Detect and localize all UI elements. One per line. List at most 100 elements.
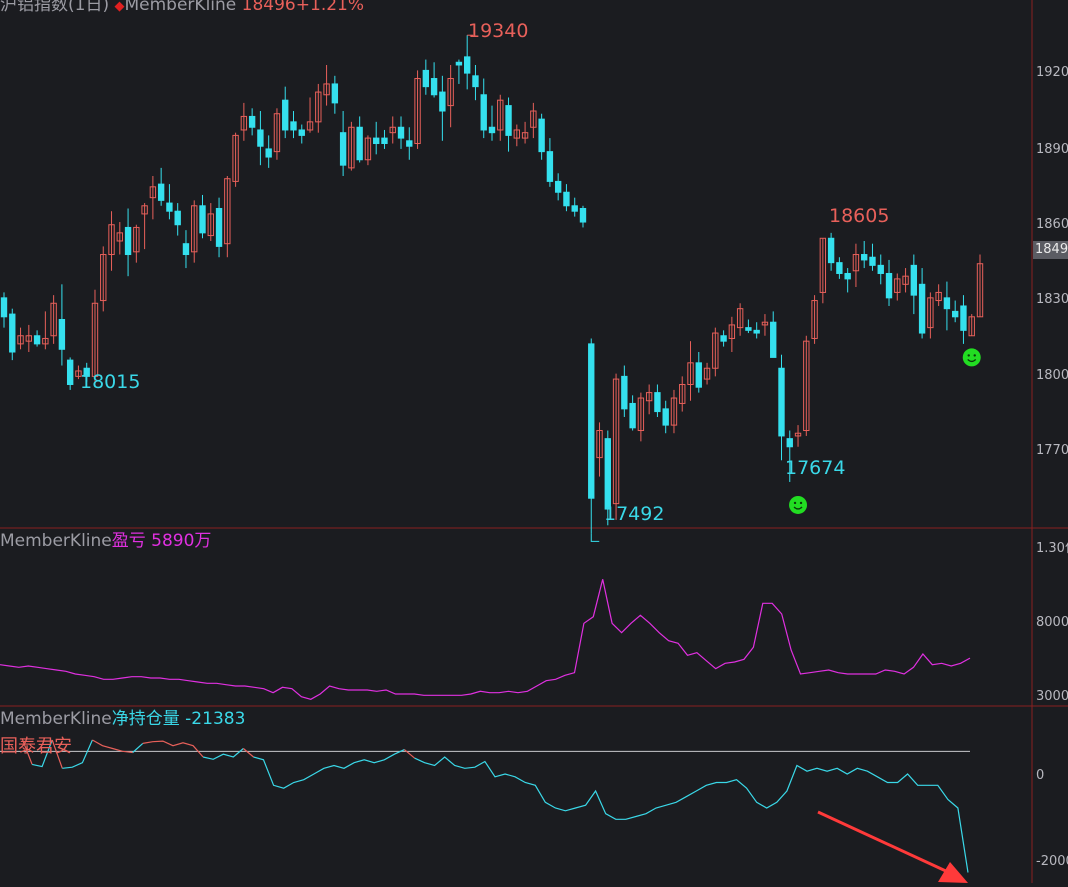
candle-body (521, 132, 529, 139)
smiley-icon (789, 495, 808, 514)
pnl-panel-header: MemberKline盈亏 5890万 (0, 531, 211, 551)
annotation-high-18605: 18605 (829, 205, 890, 227)
candle-body (373, 137, 380, 145)
candle-body (455, 61, 463, 66)
candle-body (463, 56, 471, 74)
smiley-mouth (967, 358, 977, 363)
annotation-low-17674: 17674 (785, 457, 846, 479)
candle-body (770, 321, 777, 358)
candle-body (579, 207, 587, 223)
candle-body (389, 126, 396, 134)
candle-body (298, 129, 305, 136)
candle-body (596, 430, 603, 459)
candle-body (976, 263, 984, 318)
candle-body (33, 335, 41, 345)
y-tick: 18300 (1036, 292, 1068, 307)
candle-body (695, 362, 702, 388)
candle-body (215, 207, 223, 247)
y-tick: -20000 (1036, 854, 1068, 869)
candle-body (248, 115, 256, 128)
net-position-line (202, 748, 244, 760)
smiley-eye (967, 354, 970, 357)
candle-body (50, 302, 57, 337)
candle-body (116, 232, 123, 242)
candle-body (894, 278, 901, 293)
candle-body (927, 297, 934, 329)
candle-body (951, 310, 959, 318)
candle-body (736, 308, 744, 329)
candle-body (918, 283, 926, 334)
candle-body (943, 297, 951, 310)
candle-body (852, 254, 860, 272)
diamond-icon: ◆ (114, 0, 125, 14)
candle-body (282, 99, 289, 131)
candle-body (381, 137, 388, 145)
smiley-eye (799, 501, 803, 505)
price-change: +1.21% (295, 0, 365, 15)
candle-body (811, 300, 818, 339)
y-tick: 18000 (1036, 368, 1068, 383)
candle-body (257, 129, 264, 147)
net-position-line (92, 739, 133, 754)
net-position-line (142, 740, 204, 758)
candle-body (75, 370, 82, 377)
candle-body (612, 378, 620, 505)
annotation-high-19340: 19340 (468, 20, 529, 42)
candle-body (703, 367, 711, 380)
candle-body (546, 151, 554, 182)
candle-body (621, 375, 628, 410)
candle-body (290, 121, 297, 131)
candle-body (968, 316, 975, 337)
candle-body (406, 140, 413, 147)
net-position-line (414, 756, 969, 873)
current-price-tag: 18496 (1033, 241, 1068, 259)
candle-body (414, 78, 421, 145)
candle-body (720, 335, 727, 342)
candle-body (935, 291, 942, 302)
y-tick: 1.30亿 (1036, 541, 1068, 556)
candle-body (199, 205, 206, 234)
candle-body (687, 362, 694, 385)
candle-body (331, 83, 339, 104)
candle-body (0, 297, 8, 318)
candle-body (397, 126, 405, 139)
candle-body (778, 367, 785, 437)
candle-body (166, 202, 173, 212)
netpos-panel-header: MemberKline净持仓量 -21383 (0, 709, 245, 729)
candle-body (902, 275, 909, 285)
candle-body (240, 115, 248, 131)
y-tick: 18900 (1036, 142, 1068, 157)
netpos-value: -21383 (185, 709, 246, 729)
candle-body (9, 313, 16, 353)
candle-body (563, 191, 570, 207)
smiley-eye (793, 501, 797, 505)
candle-body (91, 302, 99, 377)
main-chart-header: 沪铝指数(1日) ◆MemberKline 18496+1.21% (0, 0, 364, 17)
netpos-label: 净持仓量 (111, 709, 180, 729)
candle-body (662, 408, 669, 426)
netpos-indicator-name: MemberKline (0, 709, 112, 729)
candle-body (530, 110, 537, 128)
candle-body (869, 256, 876, 266)
candle-body (538, 118, 545, 153)
y-tick: 17700 (1036, 443, 1068, 458)
pnl-value: 5890万 (151, 531, 212, 551)
net-position-line (31, 739, 53, 768)
y-tick: 0 (1036, 768, 1045, 783)
smiley-icon (962, 348, 981, 367)
candle-body (364, 137, 372, 161)
candle-body (348, 126, 355, 169)
candle-body (554, 180, 562, 193)
pnl-label: 盈亏 (111, 531, 146, 551)
candle-body (25, 335, 33, 342)
annotation-leader (590, 533, 600, 542)
net-position-line (21, 738, 33, 765)
candle-body (654, 392, 661, 413)
candle-body (191, 205, 198, 253)
candle-body (761, 321, 769, 326)
candle-body (447, 78, 454, 107)
y-tick: 18600 (1036, 217, 1068, 232)
candle-body (439, 91, 446, 112)
candle-body (207, 213, 214, 237)
